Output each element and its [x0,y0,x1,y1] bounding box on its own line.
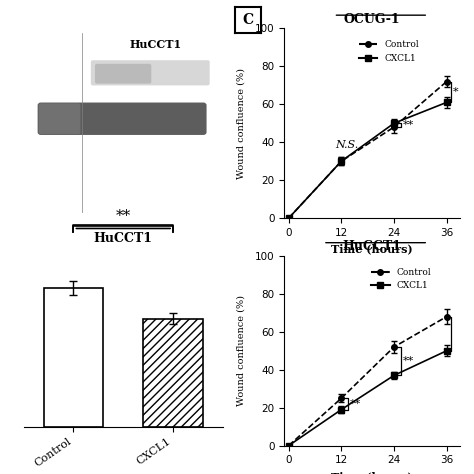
Legend: Control, CXCL1: Control, CXCL1 [368,264,435,294]
Legend: Control, CXCL1: Control, CXCL1 [356,37,423,66]
Bar [44,288,103,427]
FancyBboxPatch shape [39,103,81,134]
Title: HuCCT1: HuCCT1 [94,232,153,246]
Title: OCUG-1: OCUG-1 [344,13,401,26]
Y-axis label: Wound confluence (%): Wound confluence (%) [237,68,246,179]
Text: HuCCT1: HuCCT1 [129,38,182,50]
FancyBboxPatch shape [37,102,207,135]
Text: **: ** [350,399,361,409]
FancyBboxPatch shape [91,60,210,85]
Bar [143,319,203,427]
Text: **: ** [402,356,414,366]
Text: *: * [453,87,459,97]
Title: HuCCT1: HuCCT1 [343,240,401,254]
Text: N.S.: N.S. [335,140,358,150]
Text: **: ** [403,120,414,130]
Text: C: C [242,13,253,27]
Text: **: ** [116,209,131,223]
X-axis label: Time (hours): Time (hours) [331,243,413,255]
X-axis label: Time (hours): Time (hours) [331,471,413,474]
FancyBboxPatch shape [95,64,151,83]
Y-axis label: Wound confluence (%): Wound confluence (%) [237,295,246,406]
